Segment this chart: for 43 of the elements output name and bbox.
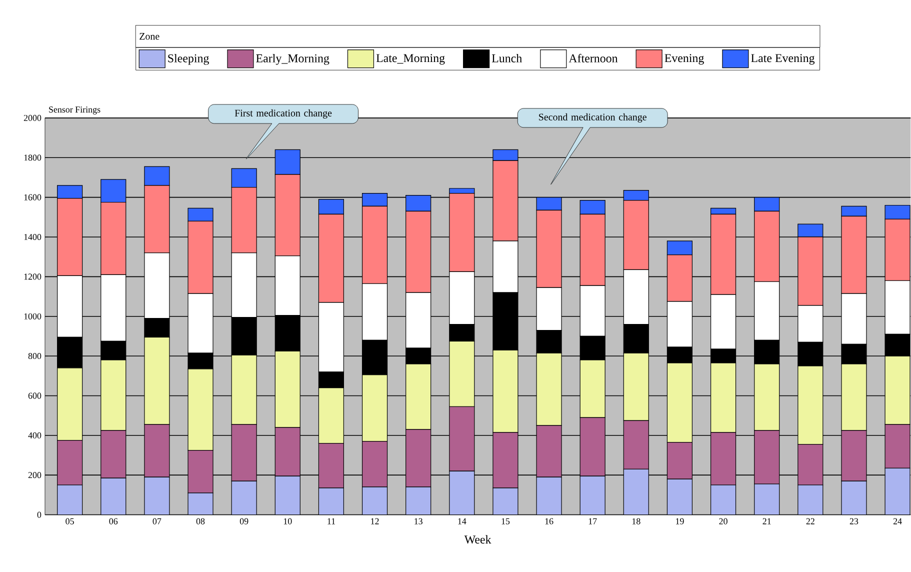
legend-label: Sleeping (168, 54, 209, 65)
x-tick-label: 12 (371, 518, 379, 524)
legend-label: Late_Morning (376, 54, 445, 65)
annotation: Second medication change (539, 114, 646, 123)
y-tick-label: 200 (28, 472, 42, 478)
y-tick-label: 400 (28, 432, 42, 439)
y-tick-label: 0 (37, 512, 42, 518)
legend-title: Zone (140, 33, 160, 40)
legend-label: Evening (664, 54, 704, 65)
legend-label: Early_Morning (256, 54, 330, 65)
y-tick-label: 1800 (24, 154, 42, 161)
y-tick-label: 1200 (24, 274, 42, 280)
x-tick-label: 05 (66, 518, 74, 524)
annotation: First medication change (234, 110, 332, 119)
x-tick-label: 09 (240, 518, 248, 524)
x-tick-label: 18 (632, 518, 640, 524)
y-tick-label: 2000 (24, 115, 42, 122)
legend-label: Lunch (492, 54, 522, 62)
y-tick-label: 1600 (24, 194, 42, 200)
x-tick-label: 08 (196, 518, 205, 524)
x-axis-title: Week (464, 535, 492, 544)
x-tick-label: 21 (762, 518, 771, 524)
x-tick-label: 06 (109, 518, 118, 524)
y-tick-label: 1400 (24, 234, 42, 240)
x-tick-label: 19 (676, 518, 684, 524)
legend-label: Late Evening (751, 54, 815, 65)
x-tick-label: 22 (806, 518, 814, 524)
y-tick-label: 800 (28, 353, 42, 360)
x-tick-label: 11 (328, 518, 335, 524)
x-tick-label: 13 (414, 518, 422, 524)
x-tick-label: 17 (588, 518, 597, 524)
x-tick-label: 16 (545, 518, 554, 524)
y-tick-label: 1000 (24, 313, 42, 320)
y-tick-label: 600 (28, 392, 42, 399)
x-tick-label: 10 (284, 518, 292, 524)
legend-label: Afternoon (568, 54, 618, 63)
x-tick-label: 15 (502, 518, 510, 524)
y-axis-title: Sensor Firings (49, 106, 100, 115)
x-tick-label: 23 (850, 518, 858, 524)
x-tick-label: 24 (893, 518, 902, 524)
x-tick-label: 07 (152, 518, 162, 524)
x-tick-label: 14 (458, 518, 466, 524)
x-tick-label: 20 (719, 518, 728, 524)
